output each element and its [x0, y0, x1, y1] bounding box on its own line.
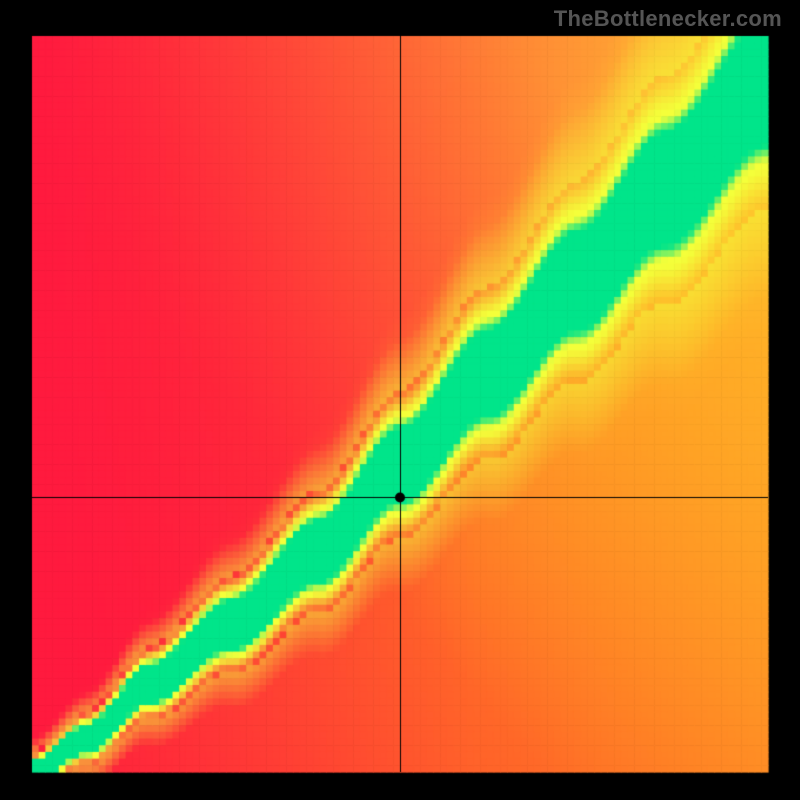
chart-wrapper: TheBottlenecker.com	[0, 0, 800, 800]
bottleneck-heatmap	[0, 0, 800, 800]
watermark-label: TheBottlenecker.com	[554, 6, 782, 32]
